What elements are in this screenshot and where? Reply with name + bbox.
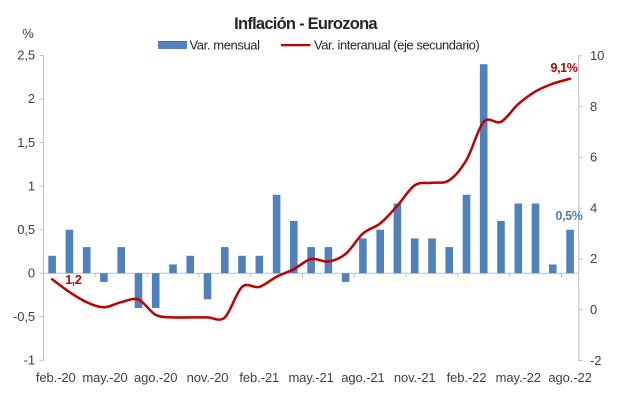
svg-text:feb.-20: feb.-20 xyxy=(36,370,76,385)
svg-text:may.-21: may.-21 xyxy=(288,370,333,385)
svg-text:1,2: 1,2 xyxy=(65,273,82,287)
svg-text:-1: -1 xyxy=(24,353,35,368)
svg-text:0,5: 0,5 xyxy=(17,222,35,237)
svg-text:1: 1 xyxy=(28,178,35,193)
svg-text:2,5: 2,5 xyxy=(17,48,35,63)
svg-text:nov.-21: nov.-21 xyxy=(394,370,436,385)
svg-text:0: 0 xyxy=(590,302,597,317)
svg-text:feb.-21: feb.-21 xyxy=(239,370,279,385)
svg-text:6: 6 xyxy=(590,150,597,165)
svg-text:0: 0 xyxy=(28,265,35,280)
svg-text:1,5: 1,5 xyxy=(17,135,35,150)
svg-text:Var. mensual: Var. mensual xyxy=(190,37,261,52)
svg-text:2: 2 xyxy=(28,91,35,106)
svg-text:Var. interanual (eje secundari: Var. interanual (eje secundario) xyxy=(314,37,479,52)
svg-text:ago.-20: ago.-20 xyxy=(134,370,177,385)
svg-text:10: 10 xyxy=(590,48,604,63)
svg-text:feb.-22: feb.-22 xyxy=(447,370,487,385)
svg-text:%: % xyxy=(22,26,34,41)
svg-text:9,1%: 9,1% xyxy=(551,61,578,75)
svg-text:may.-20: may.-20 xyxy=(82,370,127,385)
svg-text:0,5%: 0,5% xyxy=(556,209,583,223)
svg-text:4: 4 xyxy=(590,200,597,215)
svg-text:2: 2 xyxy=(590,251,597,266)
svg-text:8: 8 xyxy=(590,99,597,114)
svg-text:-0,5: -0,5 xyxy=(13,309,35,324)
svg-text:-2: -2 xyxy=(590,353,601,368)
svg-text:ago.-22: ago.-22 xyxy=(548,370,591,385)
svg-text:may.-22: may.-22 xyxy=(496,370,541,385)
svg-text:Inflación - Eurozona: Inflación - Eurozona xyxy=(234,15,378,33)
svg-text:nov.-20: nov.-20 xyxy=(187,370,229,385)
svg-text:ago.-21: ago.-21 xyxy=(341,370,384,385)
